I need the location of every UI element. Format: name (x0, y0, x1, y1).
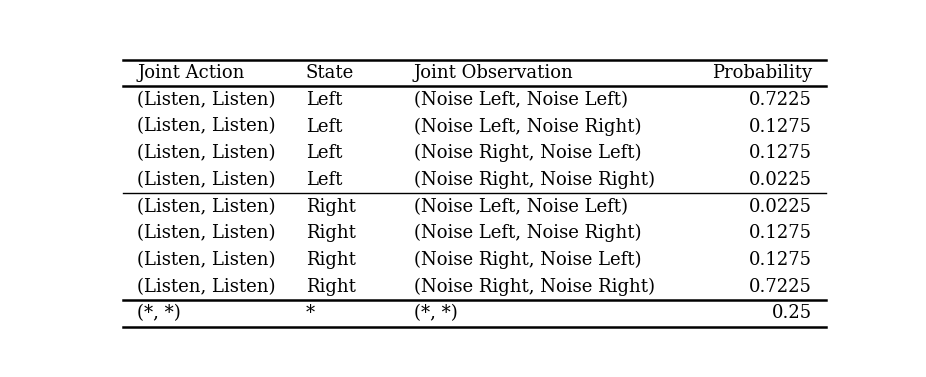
Text: (Noise Left, Noise Right): (Noise Left, Noise Right) (414, 224, 641, 242)
Text: (Noise Right, Noise Left): (Noise Right, Noise Left) (414, 144, 641, 162)
Text: Left: Left (306, 171, 343, 189)
Text: 0.25: 0.25 (771, 305, 812, 322)
Text: 0.1275: 0.1275 (749, 224, 812, 242)
Text: Right: Right (306, 198, 356, 216)
Text: (Noise Right, Noise Right): (Noise Right, Noise Right) (414, 277, 655, 296)
Text: (Listen, Listen): (Listen, Listen) (137, 251, 276, 269)
Text: 0.1275: 0.1275 (749, 144, 812, 162)
Text: Right: Right (306, 278, 356, 296)
Text: (Listen, Listen): (Listen, Listen) (137, 91, 276, 109)
Text: Joint Action: Joint Action (137, 64, 244, 82)
Text: Left: Left (306, 118, 343, 135)
Text: (Listen, Listen): (Listen, Listen) (137, 198, 276, 216)
Text: 0.7225: 0.7225 (749, 278, 812, 296)
Text: 0.1275: 0.1275 (749, 251, 812, 269)
Text: 0.7225: 0.7225 (749, 91, 812, 109)
Text: (Listen, Listen): (Listen, Listen) (137, 224, 276, 242)
Text: Left: Left (306, 144, 343, 162)
Text: (Noise Left, Noise Right): (Noise Left, Noise Right) (414, 117, 641, 136)
Text: Joint Observation: Joint Observation (414, 64, 573, 82)
Text: Left: Left (306, 91, 343, 109)
Text: Right: Right (306, 224, 356, 242)
Text: Right: Right (306, 251, 356, 269)
Text: (Listen, Listen): (Listen, Listen) (137, 171, 276, 189)
Text: (Noise Left, Noise Left): (Noise Left, Noise Left) (414, 198, 628, 216)
Text: (Noise Right, Noise Left): (Noise Right, Noise Left) (414, 251, 641, 269)
Text: (*, *): (*, *) (137, 305, 181, 322)
Text: State: State (306, 64, 354, 82)
Text: *: * (306, 305, 315, 322)
Text: Probability: Probability (712, 64, 812, 82)
Text: (Listen, Listen): (Listen, Listen) (137, 118, 276, 135)
Text: 0.0225: 0.0225 (749, 171, 812, 189)
Text: 0.0225: 0.0225 (749, 198, 812, 216)
Text: (Noise Right, Noise Right): (Noise Right, Noise Right) (414, 171, 655, 189)
Text: 0.1275: 0.1275 (749, 118, 812, 135)
Text: (*, *): (*, *) (414, 305, 457, 322)
Text: (Noise Left, Noise Left): (Noise Left, Noise Left) (414, 91, 628, 109)
Text: (Listen, Listen): (Listen, Listen) (137, 278, 276, 296)
Text: (Listen, Listen): (Listen, Listen) (137, 144, 276, 162)
